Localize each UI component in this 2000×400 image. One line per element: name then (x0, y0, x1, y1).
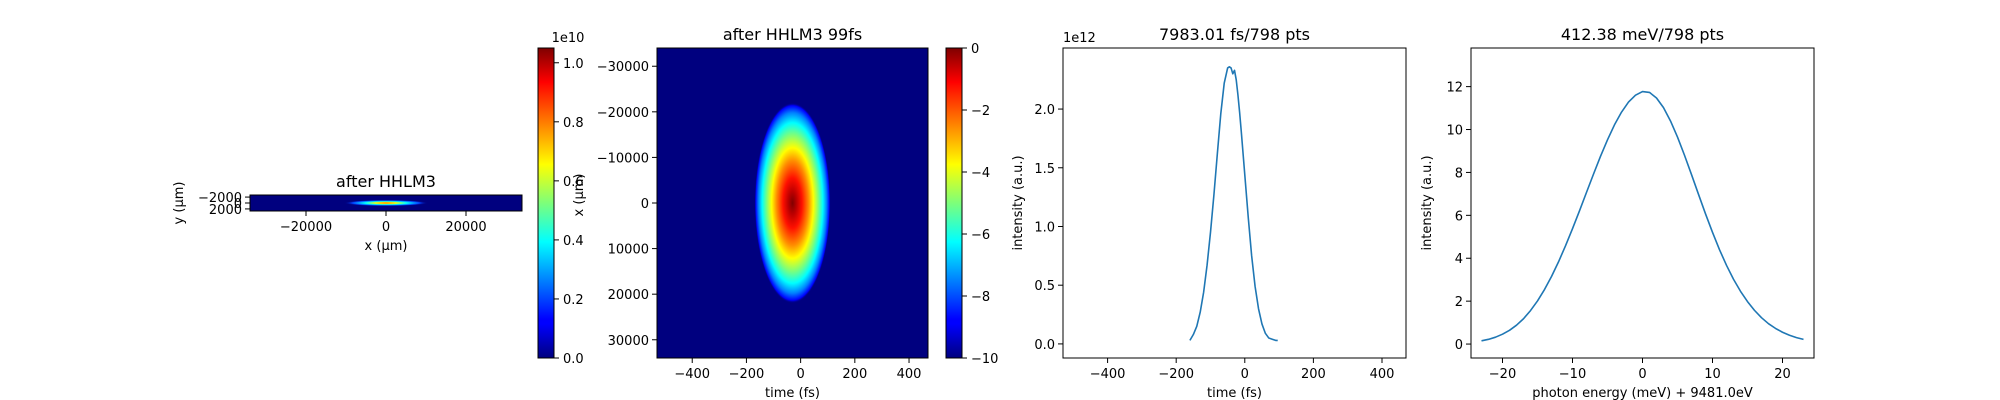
y-axis-label-0: y (μm) (172, 182, 187, 225)
x-tick-label: −10 (1559, 367, 1586, 382)
colorbar-tick-label: 0.6 (563, 175, 584, 190)
chart-title-1: after HHLM3 99fs (723, 25, 862, 44)
chart-title-2: 7983.01 fs/798 pts (1159, 25, 1310, 44)
y-tick-label: 10 (1446, 124, 1463, 139)
x-tick-label: 400 (1370, 367, 1395, 382)
y-axis-label-2: intensity (a.u.) (1011, 155, 1026, 250)
x-tick-label: 200 (842, 367, 867, 382)
y-tick-label: 4 (1455, 252, 1463, 267)
beam-spot (754, 102, 831, 304)
colorbar-tick-label: 1.0 (563, 57, 584, 72)
colorbar-tick-label: −4 (971, 166, 990, 181)
line-chart-2: −400 −200 0 200 400 0.0 0.5 1.0 1.5 2.0 7983.01 fs… (1011, 25, 1407, 400)
x-tick-label: −20000 (280, 220, 332, 235)
x-tick-label: −20 (1489, 367, 1516, 382)
x-tick-label: 20 (1774, 367, 1791, 382)
y-axis-label-1: x (μm) (572, 174, 587, 217)
y-tick-label: 2 (1455, 295, 1463, 310)
y-tick-label: 12 (1446, 81, 1463, 96)
beam-spot (344, 199, 428, 207)
x-axis-label-1: time (fs) (765, 386, 820, 400)
y-tick-label: −10000 (597, 151, 649, 166)
x-tick-label: 0 (796, 367, 804, 382)
x-tick-label: 0 (382, 220, 390, 235)
x-tick-label: −400 (1090, 367, 1126, 382)
y-tick-label: 6 (1455, 209, 1463, 224)
colorbar-tick-label: 0.0 (563, 352, 584, 367)
y-tick-label: 2000 (209, 203, 242, 218)
colorbar-tick-label: −8 (971, 290, 990, 305)
y-tick-label: 0.5 (1034, 279, 1055, 294)
chart-title-0: after HHLM3 (336, 172, 436, 191)
series-line-0 (1481, 90, 1804, 342)
y-tick-label: 0 (641, 197, 649, 212)
series-line-0 (1189, 65, 1278, 342)
y-tick-label: −20000 (597, 106, 649, 121)
x-tick-label: −200 (1158, 367, 1194, 382)
plot-frame-2 (1062, 47, 1407, 359)
x-tick-label: 400 (897, 367, 922, 382)
y-tick-label: 20000 (608, 288, 649, 303)
heatmap-after-hhlm3-99fs: −400 −200 0 200 400 −30000 −20000 −10000 0 10000 2… (572, 25, 998, 400)
x-tick-label: 20000 (445, 220, 486, 235)
colorbar-tick-label: 0.8 (563, 116, 584, 131)
plot-frame-3 (1470, 47, 1815, 359)
y-tick-label: 0 (1455, 338, 1463, 353)
colorbar-scale-label: 1e10 (552, 31, 585, 46)
x-tick-label: 0 (1241, 367, 1249, 382)
colorbar-tick-label: −6 (971, 228, 990, 243)
y-tick-label: −2000 (198, 191, 242, 206)
colorbar-tick-label: −2 (971, 104, 990, 119)
colorbar-tick-label: −10 (971, 352, 998, 367)
colorbar-tick-label: 0 (971, 42, 979, 57)
x-tick-label: 200 (1301, 367, 1326, 382)
line-chart-3: −20 −10 0 10 20 0 2 4 6 8 10 12 412.38 meV/798 pts ph… (1420, 25, 1815, 400)
y-axis-label-3: intensity (a.u.) (1420, 155, 1435, 250)
x-tick-label: −400 (674, 367, 710, 382)
y-tick-label: 0.0 (1034, 338, 1055, 353)
y-tick-label: −30000 (597, 60, 649, 75)
x-axis-label-2: time (fs) (1207, 386, 1262, 400)
x-axis-label-0: x (μm) (365, 239, 408, 254)
x-tick-label: 0 (1638, 367, 1646, 382)
colorbar-1 (945, 47, 963, 359)
chart-title-3: 412.38 meV/798 pts (1561, 25, 1724, 44)
x-tick-label: 10 (1704, 367, 1721, 382)
y-tick-label: 1.0 (1034, 220, 1055, 235)
y-tick-label: 8 (1455, 166, 1463, 181)
y-scale-label: 1e12 (1063, 31, 1096, 46)
colorbar-tick-label: 0.4 (563, 234, 584, 249)
colorbar-0 (537, 47, 555, 359)
x-tick-label: −200 (729, 367, 765, 382)
y-tick-label: 2.0 (1034, 103, 1055, 118)
y-tick-label: 30000 (608, 334, 649, 349)
x-axis-label-3: photon energy (meV) + 9481.0eV (1532, 386, 1753, 400)
y-tick-label: 10000 (608, 243, 649, 258)
y-tick-label: 0 (234, 197, 242, 212)
y-tick-label: 1.5 (1034, 162, 1055, 177)
colorbar-tick-label: 0.2 (563, 293, 584, 308)
